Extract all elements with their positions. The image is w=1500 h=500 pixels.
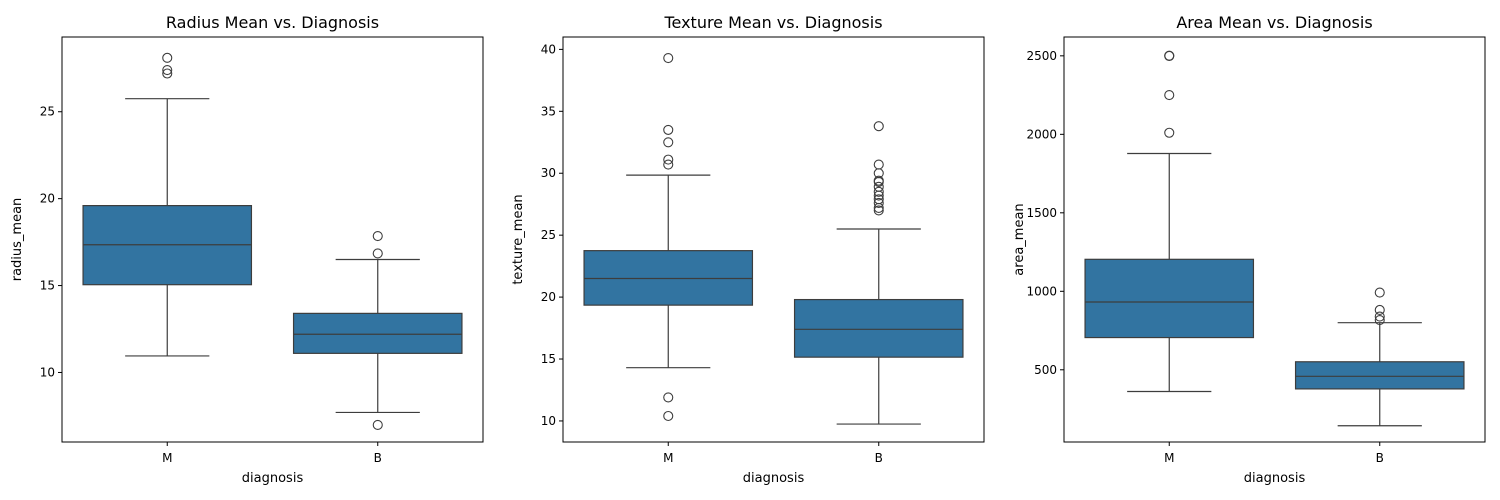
outlier-point xyxy=(873,175,884,186)
outlier-point xyxy=(162,68,173,79)
y-axis-label: texture_mean xyxy=(511,194,526,284)
y-tick-label: 20 xyxy=(541,290,556,304)
x-tick-label: B xyxy=(374,451,382,465)
outlier-point xyxy=(663,159,674,170)
x-axis-label: diagnosis xyxy=(1244,471,1306,486)
y-tick-label: 2500 xyxy=(1026,49,1057,63)
outlier-point xyxy=(873,159,884,170)
plot-frame xyxy=(562,36,985,443)
y-tick-label: 25 xyxy=(40,105,55,119)
outlier-point xyxy=(372,230,383,242)
outlier-point xyxy=(663,137,674,148)
outlier-point xyxy=(873,181,884,192)
chart-title: Texture Mean vs. Diagnosis xyxy=(663,13,882,32)
y-tick-label: 25 xyxy=(541,228,556,242)
outlier-point xyxy=(1374,314,1385,326)
outlier-point xyxy=(1164,90,1175,101)
y-tick-label: 10 xyxy=(541,414,556,428)
y-tick-label: 30 xyxy=(541,166,556,180)
outlier-point xyxy=(663,154,674,165)
y-tick-label: 10 xyxy=(40,365,55,379)
outlier-point xyxy=(1164,127,1175,138)
y-tick-label: 20 xyxy=(40,192,55,206)
outlier-point xyxy=(873,205,884,216)
box-M xyxy=(1084,258,1255,339)
x-axis-label: diagnosis xyxy=(743,471,805,486)
chart-title: Radius Mean vs. Diagnosis xyxy=(166,13,379,32)
box-M xyxy=(583,250,754,306)
y-tick-label: 1500 xyxy=(1026,206,1057,220)
x-tick-label: M xyxy=(162,451,172,465)
y-tick-label: 40 xyxy=(541,42,556,56)
outlier-point xyxy=(1374,287,1385,298)
y-tick-label: 1000 xyxy=(1026,284,1057,298)
chart-panel-3: Area Mean vs. Diagnosis 500 1000 1500 2000 25… xyxy=(1012,13,1486,486)
box-B xyxy=(1294,361,1465,390)
y-tick-label: 2000 xyxy=(1026,127,1057,141)
outlier-point xyxy=(162,52,173,63)
outlier-point xyxy=(873,121,884,132)
y-tick-label: 35 xyxy=(541,104,556,118)
outlier-point xyxy=(663,410,674,422)
box-B xyxy=(292,312,463,354)
x-tick-label: M xyxy=(663,451,673,465)
chart-panel-1: Radius Mean vs. Diagnosis 10 15 20 25 M Bdiagn… xyxy=(10,13,484,486)
y-axis-label: area_mean xyxy=(1012,203,1027,275)
x-tick-label: M xyxy=(1164,451,1174,465)
outlier-point xyxy=(1374,311,1385,322)
outlier-point xyxy=(663,392,674,403)
y-tick-label: 15 xyxy=(40,279,55,293)
outlier-point xyxy=(372,248,383,259)
x-axis-label: diagnosis xyxy=(242,471,304,486)
y-tick-label: 500 xyxy=(1034,363,1057,377)
outlier-point xyxy=(873,194,884,205)
box-B xyxy=(793,298,964,358)
outlier-point xyxy=(873,197,884,209)
x-tick-label: B xyxy=(875,451,883,465)
plot-frame xyxy=(61,36,484,443)
outlier-point xyxy=(1164,50,1175,61)
chart-title: Area Mean vs. Diagnosis xyxy=(1176,13,1372,32)
plot-frame xyxy=(1063,36,1486,443)
outlier-point xyxy=(663,53,674,64)
outlier-point xyxy=(1374,304,1385,316)
y-tick-label: 15 xyxy=(541,352,556,366)
outlier-point xyxy=(162,64,173,76)
outlier-point xyxy=(873,186,884,197)
outlier-point xyxy=(372,419,383,431)
x-tick-label: B xyxy=(1376,451,1384,465)
chart-panel-2: Texture Mean vs. Diagnosis 10 15 20 25 30 35 40… xyxy=(511,13,985,486)
outlier-point xyxy=(663,124,674,135)
y-axis-label: radius_mean xyxy=(10,198,25,282)
